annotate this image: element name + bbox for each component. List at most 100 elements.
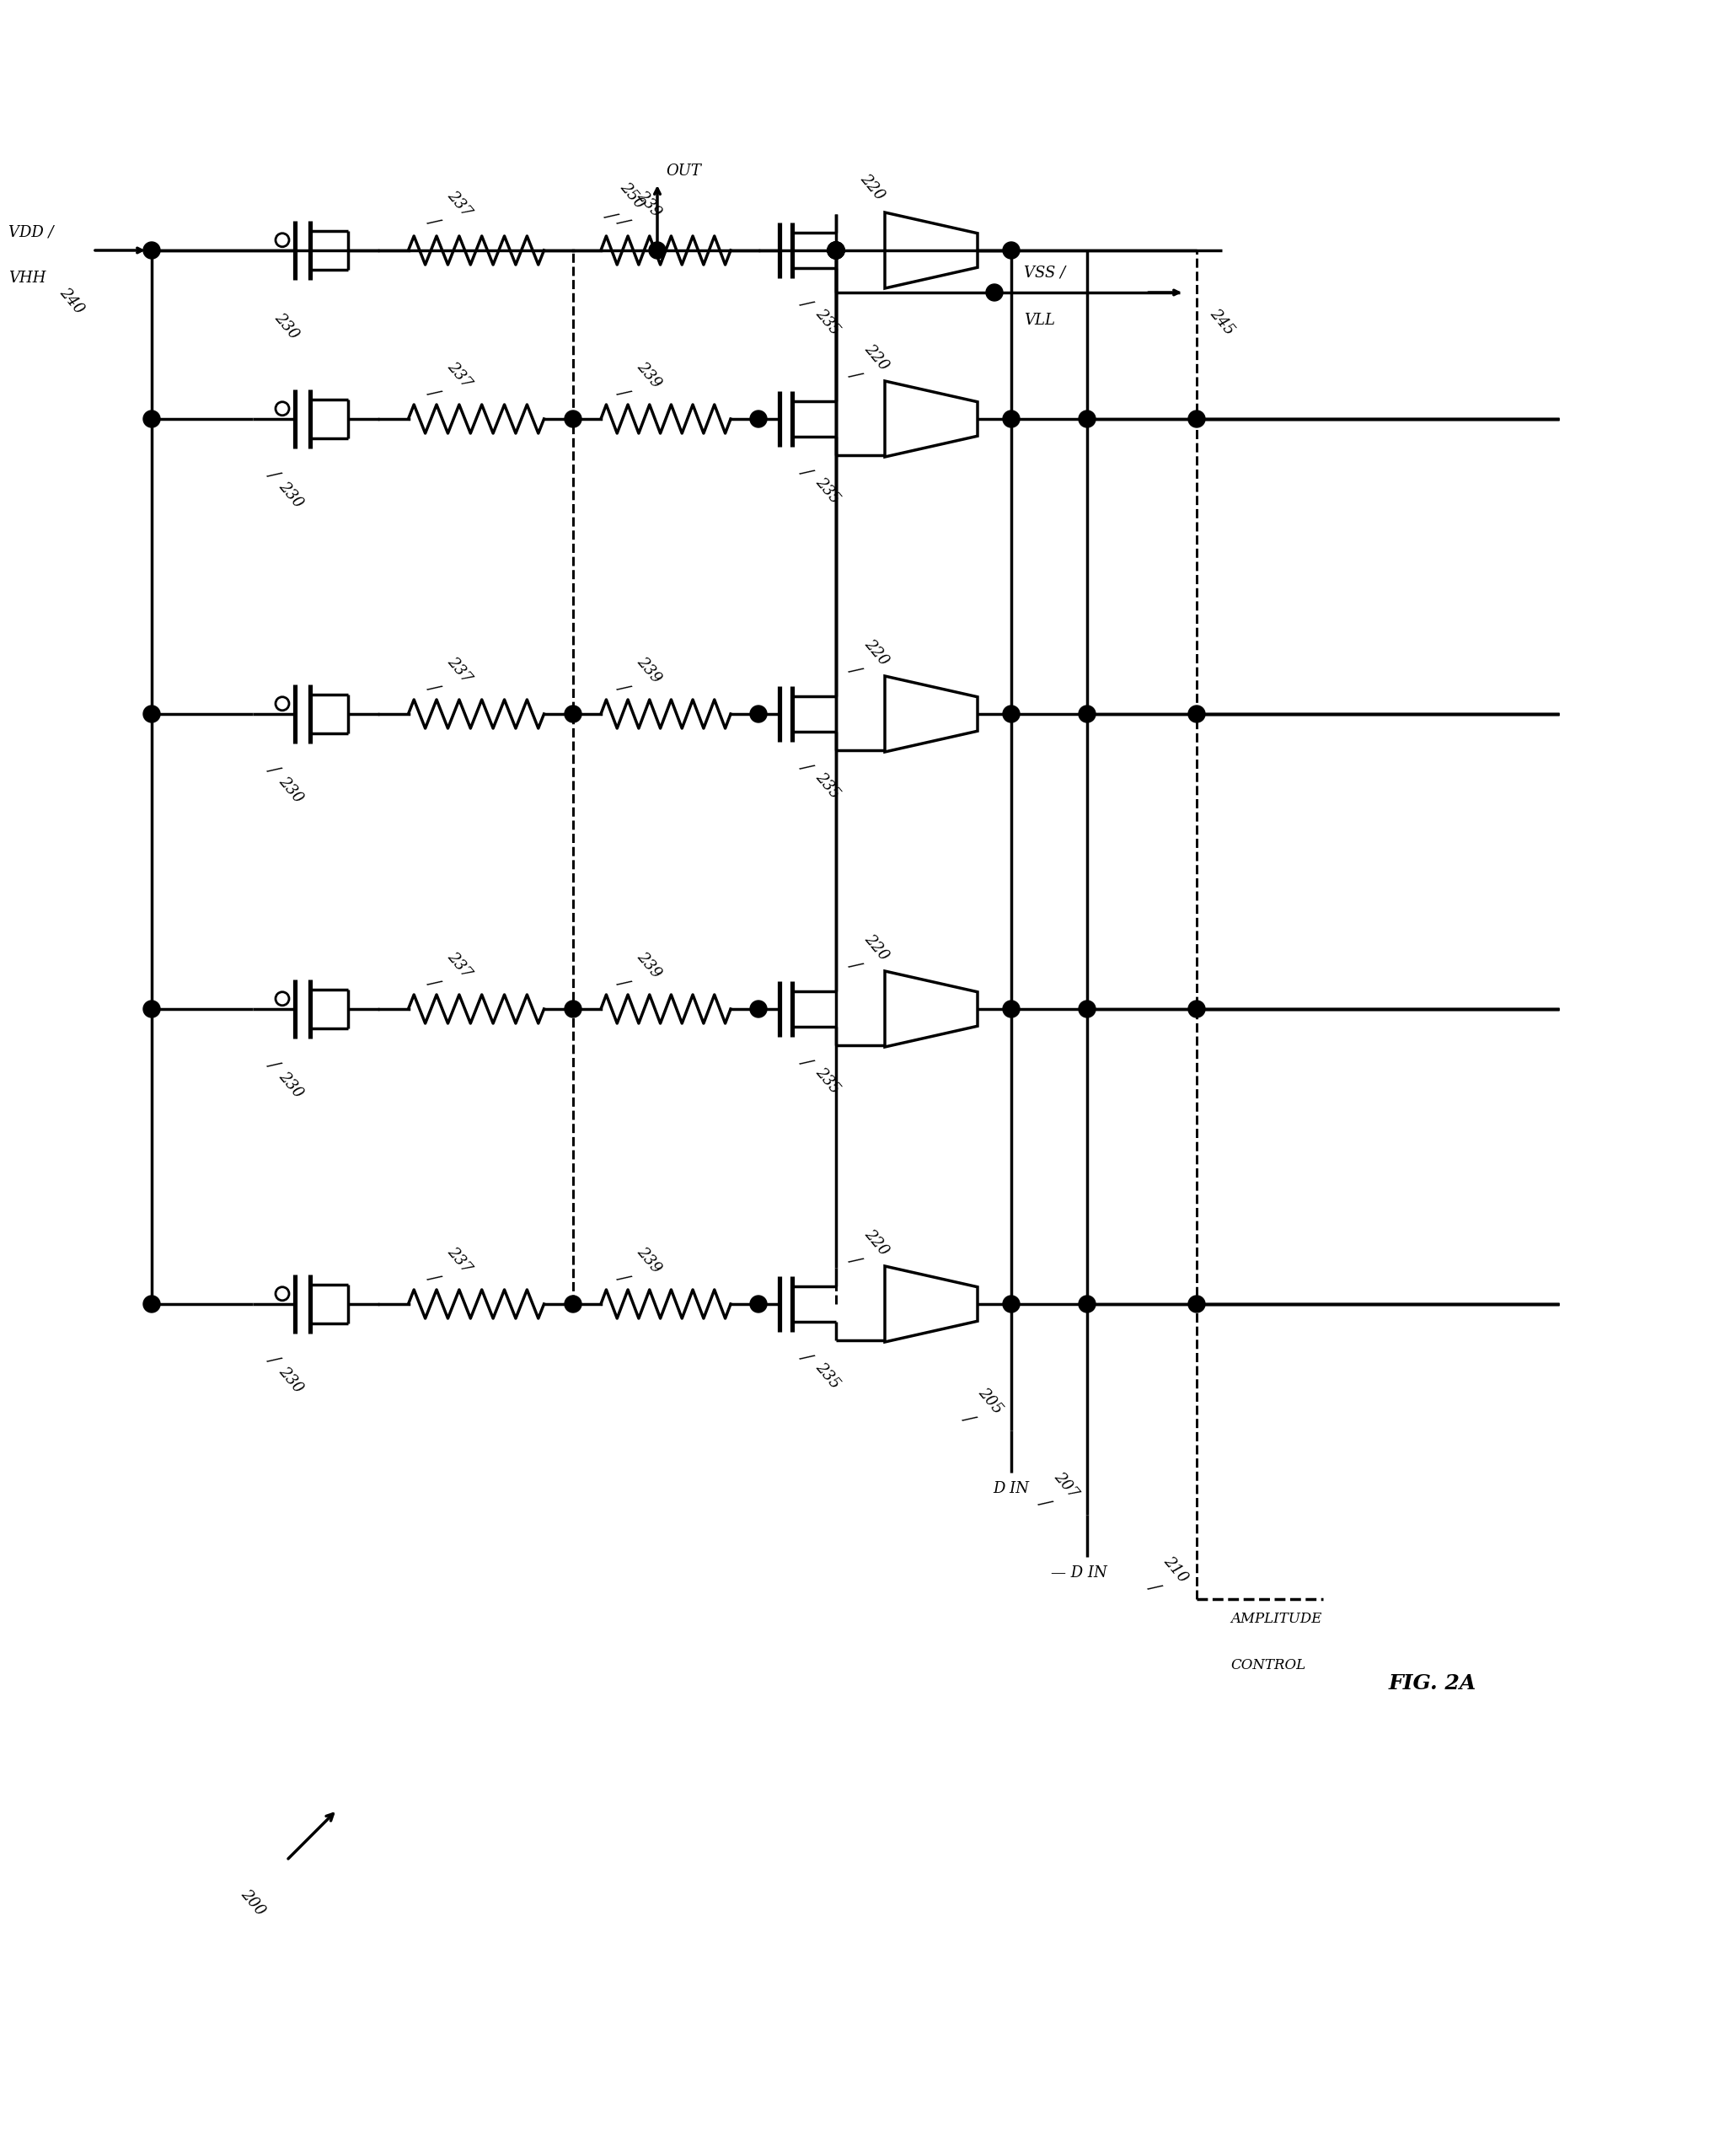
Text: /: / [799,758,814,773]
Text: 239: 239 [634,189,665,219]
Text: 230: 230 [276,479,306,511]
Text: /: / [847,1252,863,1267]
Circle shape [828,243,844,260]
Text: /: / [799,1054,814,1069]
Text: 220: 220 [858,172,887,204]
Circle shape [1187,410,1205,427]
Text: 230: 230 [271,309,302,341]
Text: /: / [616,213,632,228]
Text: 200: 200 [238,1887,267,1919]
Text: /: / [1036,1494,1054,1509]
Circle shape [828,243,844,260]
Text: 237: 237 [444,1245,474,1275]
Text: OUT: OUT [665,163,701,178]
Text: /: / [425,681,443,693]
Text: 237: 237 [444,189,474,219]
Circle shape [649,243,665,260]
Text: /: / [847,661,863,676]
Text: /: / [616,1269,632,1284]
Text: 240: 240 [57,286,87,318]
Text: 207: 207 [1050,1469,1082,1501]
Circle shape [144,1001,160,1018]
Text: 230: 230 [276,1363,306,1396]
Text: 220: 220 [861,636,892,668]
Text: /: / [266,1056,281,1071]
Text: /: / [602,208,620,223]
Circle shape [750,1001,767,1018]
Text: 220: 220 [861,1226,892,1258]
Circle shape [750,1295,767,1312]
Text: 235: 235 [812,307,842,337]
Circle shape [1187,706,1205,721]
Circle shape [750,706,767,721]
Circle shape [1078,410,1095,427]
Text: 220: 220 [861,341,892,374]
Text: 235: 235 [812,1065,842,1097]
Text: VSS /: VSS / [1024,264,1066,279]
Text: D IN: D IN [993,1481,1029,1496]
Text: 210: 210 [1160,1554,1191,1587]
Text: /: / [616,975,632,990]
Text: 239: 239 [634,949,665,981]
Circle shape [1003,1001,1019,1018]
Circle shape [1003,706,1019,721]
Circle shape [828,243,844,260]
Circle shape [1078,706,1095,721]
Text: 220: 220 [861,932,892,964]
Circle shape [1078,1001,1095,1018]
Circle shape [564,410,582,427]
Text: /: / [799,294,814,309]
Circle shape [1003,243,1019,260]
Circle shape [986,283,1003,301]
Text: VLL: VLL [1024,313,1055,328]
Text: /: / [847,958,863,973]
Circle shape [1003,410,1019,427]
Text: /: / [425,384,443,399]
Text: VDD /: VDD / [9,225,54,240]
Circle shape [1003,1295,1019,1312]
Circle shape [564,1295,582,1312]
Text: 230: 230 [276,1069,306,1101]
Text: 237: 237 [444,359,474,391]
Text: /: / [962,1411,977,1426]
Text: /: / [266,466,281,481]
Circle shape [828,243,844,260]
Text: /: / [616,681,632,693]
Text: /: / [799,464,814,479]
Circle shape [144,243,160,260]
Text: /: / [1146,1578,1163,1593]
Text: /: / [425,1269,443,1284]
Text: 237: 237 [444,655,474,687]
Text: 250: 250 [616,180,648,213]
Text: 235: 235 [812,1359,842,1391]
Circle shape [144,706,160,721]
Text: /: / [266,762,281,777]
Text: CONTROL: CONTROL [1231,1657,1305,1673]
Circle shape [1187,1295,1205,1312]
Text: /: / [616,384,632,399]
Text: VHH: VHH [9,271,45,286]
Text: 230: 230 [276,773,306,805]
Text: — D IN: — D IN [1050,1565,1108,1580]
Circle shape [828,243,844,260]
Text: 239: 239 [634,1245,665,1275]
Circle shape [144,410,160,427]
Text: FIG. 2A: FIG. 2A [1389,1673,1477,1694]
Text: AMPLITUDE: AMPLITUDE [1231,1612,1321,1625]
Circle shape [1078,1295,1095,1312]
Text: 245: 245 [1207,307,1238,337]
Text: /: / [799,1348,814,1363]
Text: 235: 235 [812,474,842,507]
Text: /: / [266,1350,281,1365]
Text: 239: 239 [634,359,665,391]
Text: 205: 205 [976,1385,1005,1417]
Circle shape [1187,1001,1205,1018]
Circle shape [564,706,582,721]
Text: 237: 237 [444,949,474,981]
Text: 239: 239 [634,655,665,687]
Text: 235: 235 [812,769,842,801]
Circle shape [750,410,767,427]
Circle shape [564,1001,582,1018]
Text: /: / [425,975,443,990]
Text: /: / [847,367,863,382]
